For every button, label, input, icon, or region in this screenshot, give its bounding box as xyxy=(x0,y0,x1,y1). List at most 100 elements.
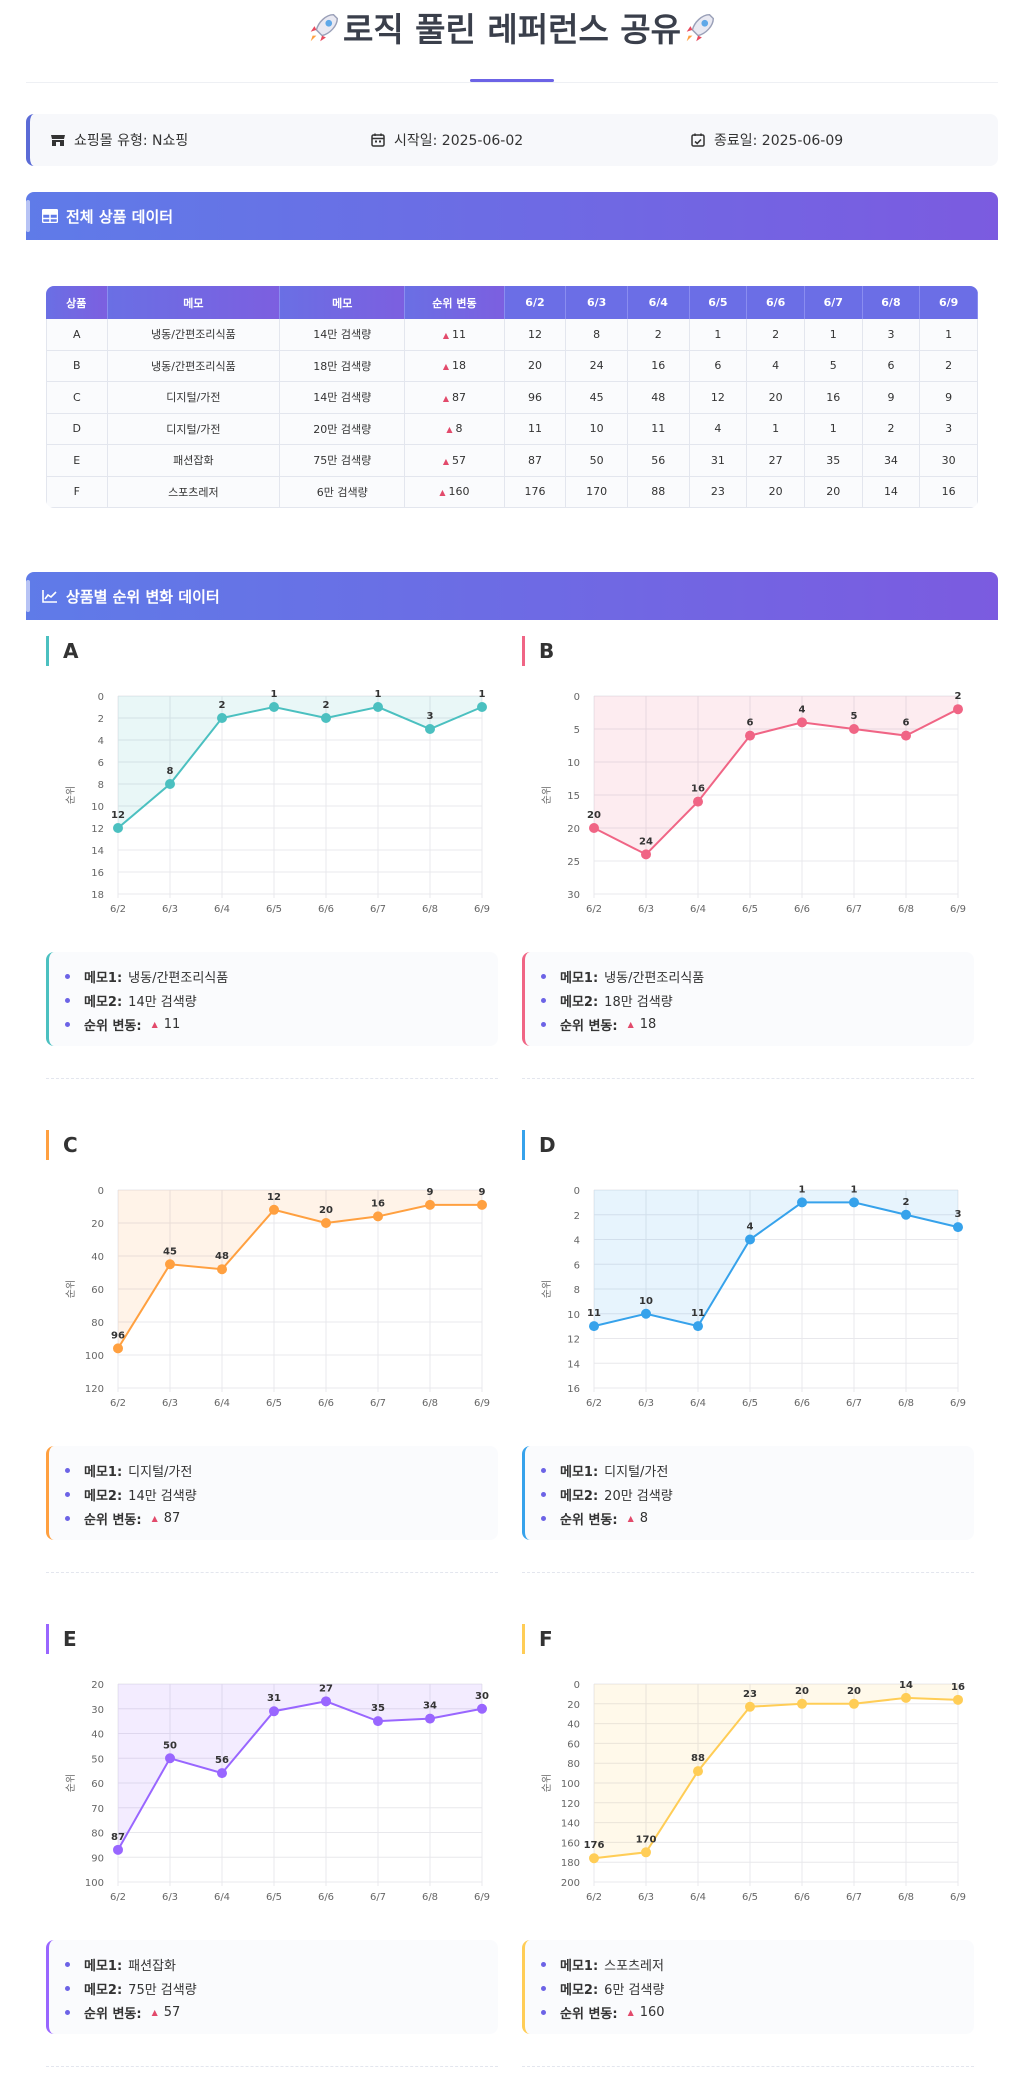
table-header-cell: 6/2 xyxy=(504,286,567,319)
section-header-rank-changes: 상품별 순위 변화 데이터 xyxy=(26,572,998,620)
y-tick-label: 30 xyxy=(567,890,580,901)
series-line xyxy=(593,1696,959,1860)
data-label: 170 xyxy=(636,1834,657,1845)
y-tick-label: 70 xyxy=(91,1804,104,1815)
table-header-cell: 순위 변동 xyxy=(405,286,505,319)
data-label: 20 xyxy=(319,1205,333,1216)
x-tick-label: 6/5 xyxy=(266,1398,282,1409)
x-tick-label: 6/4 xyxy=(214,1892,230,1903)
data-label: 16 xyxy=(951,1682,965,1693)
data-point xyxy=(797,717,807,728)
table-cell: 96 xyxy=(504,382,567,414)
rank-change-value: 8 xyxy=(455,422,463,436)
rank-change-value: 18 xyxy=(452,359,467,373)
y-tick-label: 60 xyxy=(91,1779,104,1790)
memo-row: 순위 변동: ▲ 87 xyxy=(65,1506,498,1530)
info-bar: 쇼핑몰 유형: N쇼핑 시작일: 2025-06-02 종료일: 2025-06… xyxy=(26,114,998,166)
card-divider xyxy=(522,1572,974,1573)
bullet-icon xyxy=(541,1491,546,1497)
table-cell: 10 xyxy=(566,413,628,445)
series-line xyxy=(593,708,959,856)
table-cell: 9 xyxy=(862,382,921,414)
rank-change-value: 87 xyxy=(452,390,467,404)
data-label: 48 xyxy=(215,1251,229,1262)
memo-value: 11 xyxy=(163,1016,181,1032)
bullet-icon xyxy=(65,1985,70,1991)
table-cell: 디지털/가전 xyxy=(107,382,281,414)
product-chart-title: F xyxy=(522,1624,553,1654)
bullet-icon xyxy=(541,1467,546,1473)
table-cell: 30 xyxy=(920,445,978,477)
table-header-cell: 메모 xyxy=(280,286,406,319)
data-point xyxy=(797,1698,807,1709)
x-tick-label: 6/6 xyxy=(318,904,334,915)
memo-label: 순위 변동: xyxy=(560,2006,618,2022)
data-label: 20 xyxy=(795,1686,809,1697)
rank-line-chart: 0 20 40 60 80 100 120 6/2 6/3 6/4 6/5 6/6 6/7 6/8 6/9 순… xyxy=(64,1186,490,1409)
table-cell: 2 xyxy=(747,319,805,351)
x-tick-label: 6/9 xyxy=(474,1892,490,1903)
memo-label: 메모2: xyxy=(84,1982,123,1998)
x-tick-label: 6/4 xyxy=(214,1398,230,1409)
table-cell: 18만 검색량 xyxy=(280,350,406,382)
table-cell: 16 xyxy=(627,350,690,382)
card-divider xyxy=(46,2066,498,2067)
data-point xyxy=(797,1197,807,1208)
table-cell: 11 xyxy=(627,413,690,445)
table-cell: 56 xyxy=(627,445,690,477)
x-tick-label: 6/3 xyxy=(162,1892,178,1903)
x-tick-label: 6/6 xyxy=(318,1892,334,1903)
up-triangle-icon: ▲ xyxy=(439,488,446,498)
x-tick-label: 6/6 xyxy=(318,1398,334,1409)
card-divider xyxy=(46,1572,498,1573)
y-tick-label: 10 xyxy=(567,1310,580,1321)
table-cell: 45 xyxy=(566,382,628,414)
memo-label: 순위 변동: xyxy=(560,1512,618,1528)
bullet-icon xyxy=(65,1515,70,1521)
y-tick-label: 20 xyxy=(567,1700,580,1711)
data-point xyxy=(165,779,175,789)
series-line xyxy=(117,1700,483,1851)
table-cell: 176 xyxy=(504,476,567,508)
memo-value: 8 xyxy=(639,1510,649,1526)
data-label: 45 xyxy=(163,1246,177,1257)
table-cell: 34 xyxy=(862,445,921,477)
data-label: 20 xyxy=(587,810,601,821)
data-point xyxy=(953,1694,963,1705)
x-tick-label: 6/8 xyxy=(898,1892,914,1903)
table-cell: 냉동/간편조리식품 xyxy=(107,350,281,382)
y-tick-label: 4 xyxy=(574,1236,580,1247)
store-icon xyxy=(51,135,65,146)
series-area xyxy=(594,1684,958,1859)
memo-value: 냉동/간편조리식품 xyxy=(128,970,229,986)
y-tick-label: 180 xyxy=(561,1858,580,1869)
memo-row: 순위 변동: ▲ 8 xyxy=(541,1506,974,1530)
bullet-icon xyxy=(65,973,70,979)
y-tick-label: 2 xyxy=(574,1211,580,1222)
data-label: 3 xyxy=(427,711,434,722)
memo-row: 순위 변동: ▲ 160 xyxy=(541,2000,974,2024)
memo-label: 메모1: xyxy=(84,1958,123,1974)
data-point xyxy=(425,724,435,734)
table-cell: 2 xyxy=(862,413,921,445)
memo-row: 순위 변동: ▲ 11 xyxy=(65,1012,498,1036)
table-header-cell: 6/7 xyxy=(804,286,863,319)
y-axis-label: 순위 xyxy=(64,786,77,804)
data-label: 27 xyxy=(319,1683,333,1694)
data-point xyxy=(113,1844,123,1855)
table-header-cell: 6/5 xyxy=(689,286,748,319)
memo-row: 메모2: 14만 검색량 xyxy=(65,1482,498,1506)
data-point xyxy=(745,730,755,741)
y-axis-label: 순위 xyxy=(540,786,553,804)
bullet-icon xyxy=(65,1467,70,1473)
table-header-cell: 6/3 xyxy=(566,286,628,319)
memo-value: 6만 검색량 xyxy=(604,1982,665,1998)
y-tick-label: 25 xyxy=(567,857,580,868)
data-point xyxy=(321,1696,331,1707)
y-tick-label: 4 xyxy=(98,736,104,747)
x-tick-label: 6/5 xyxy=(742,1398,758,1409)
table-cell: ▲ 11 xyxy=(405,319,505,351)
memo-row: 메모1: 냉동/간편조리식품 xyxy=(541,964,974,988)
table-cell: 16 xyxy=(920,476,978,508)
y-tick-label: 12 xyxy=(91,824,104,835)
